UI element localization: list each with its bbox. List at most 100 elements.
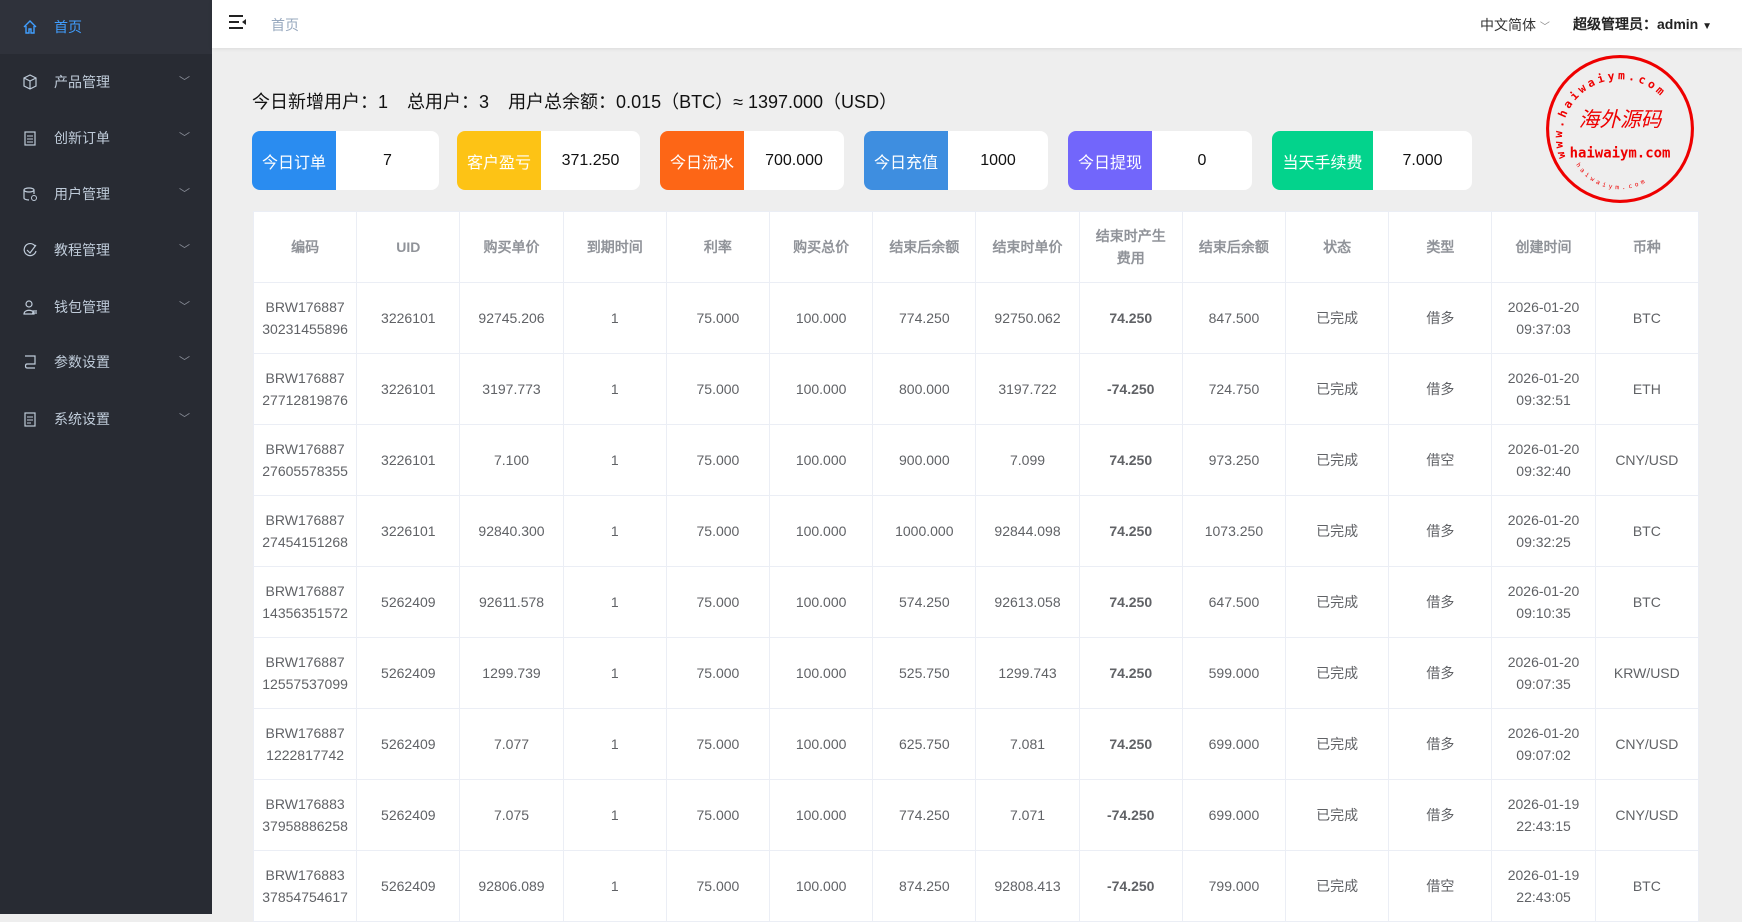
table-cell: 75.000 <box>665 779 771 851</box>
admin-user-menu[interactable]: 超级管理员：admin ▼ <box>1573 14 1712 34</box>
table-cell: 1 <box>562 282 667 354</box>
table-cell: 1 <box>562 708 667 780</box>
sidebar-item-0[interactable]: 首页 <box>0 0 212 54</box>
table-row: BRW1768871222817742 5262409 7.077 1 75.000 10… <box>252 708 1700 780</box>
table-cell: 100.000 <box>769 353 874 425</box>
table-cell: 5262409 <box>356 708 461 780</box>
table-cell: 已完成 <box>1285 282 1390 354</box>
table-cell: 借空 <box>1388 850 1493 922</box>
table-cell: CNY/USD <box>1594 708 1700 780</box>
stat-card-label: 今日提现 <box>1068 131 1152 190</box>
watermark-stamp: www.haiwaiym.com 海外源码 haiwaiym.com haiwa… <box>1546 55 1694 203</box>
table-cell: 3197.722 <box>975 353 1080 425</box>
column-header: 结束后余额 <box>1181 211 1287 283</box>
chevron-down-icon: ﹀ <box>1539 22 1550 33</box>
table-cell: 100.000 <box>769 495 874 567</box>
clipboard-icon <box>22 130 38 146</box>
svg-text:海外源码: 海外源码 <box>1579 107 1663 131</box>
table-header-row: 编码 UID 购买单价 到期时间 利率 购买总价 结束后余额 结束时单价 结束时产生费用 结束后余… <box>252 211 1700 283</box>
chevron-down-icon: ﹀ <box>179 244 190 256</box>
stat-card-value: 7 <box>383 151 392 169</box>
stat-card-value: 7.000 <box>1402 151 1443 169</box>
table-cell: 74.250 <box>1078 708 1183 780</box>
table-cell: 2026-01-20 09:10:35 <box>1491 566 1596 638</box>
table-cell: 借多 <box>1388 566 1493 638</box>
sidebar-item-5[interactable]: 钱包管理 ﹀ <box>0 280 212 334</box>
table-cell: 2026-01-20 09:37:03 <box>1491 282 1596 354</box>
table-cell: 699.000 <box>1181 779 1287 851</box>
sidebar-item-6[interactable]: 参数设置 ﹀ <box>0 335 212 389</box>
table-cell: 已完成 <box>1285 424 1390 496</box>
stat-card: 当天手续费 7.000 <box>1272 131 1472 190</box>
table-row: BRW17688337854754617 5262409 92806.089 1 75.… <box>252 850 1700 922</box>
table-cell: BTC <box>1594 566 1700 638</box>
table-cell: 75.000 <box>665 637 771 709</box>
hamburger-menu-icon[interactable] <box>229 14 247 30</box>
table-cell: 3226101 <box>356 424 461 496</box>
table-cell: 借多 <box>1388 637 1493 709</box>
table-cell: 74.250 <box>1078 495 1183 567</box>
table-cell: 1000.000 <box>872 495 977 567</box>
sidebar-item-label: 用户管理 <box>54 186 110 202</box>
sidebar: 首页 产品管理 ﹀ 创新订单 ﹀ 用户管理 ﹀ 教程管理 ﹀ 钱包管理 ﹀ 参数设置 ﹀ 系统设置 ﹀ <box>0 0 212 914</box>
table-cell: 75.000 <box>665 708 771 780</box>
column-header: 结束时单价 <box>975 211 1080 283</box>
table-cell: KRW/USD <box>1594 637 1700 709</box>
home-icon <box>22 19 38 35</box>
table-cell: 1 <box>562 353 667 425</box>
chevron-down-icon: ﹀ <box>179 188 190 200</box>
table-cell: 599.000 <box>1181 637 1287 709</box>
table-cell: 92806.089 <box>459 850 564 922</box>
table-cell: 92611.578 <box>459 566 564 638</box>
table-cell: 7.081 <box>975 708 1080 780</box>
table-cell: BRW17688337958886258 <box>252 779 358 851</box>
column-header: 状态 <box>1285 211 1390 283</box>
sidebar-item-3[interactable]: 用户管理 ﹀ <box>0 167 212 221</box>
stat-card-value: 700.000 <box>765 151 823 169</box>
table-cell: BRW17688712557537099 <box>252 637 358 709</box>
table-cell: 2026-01-20 09:32:40 <box>1491 424 1596 496</box>
monitor-icon <box>22 354 38 370</box>
table-cell: ETH <box>1594 353 1700 425</box>
table-cell: 5262409 <box>356 850 461 922</box>
table-cell: 7.100 <box>459 424 564 496</box>
chevron-down-icon: ﹀ <box>179 76 190 88</box>
table-cell: 100.000 <box>769 566 874 638</box>
table-cell: 借多 <box>1388 353 1493 425</box>
column-header: 到期时间 <box>562 211 667 283</box>
sidebar-item-2[interactable]: 创新订单 ﹀ <box>0 111 212 165</box>
stat-card-label: 今日充值 <box>864 131 948 190</box>
summary-stats: 今日新增用户：1 总用户：3 用户总余额：0.015（BTC）≈ 1397.00… <box>252 88 911 114</box>
breadcrumb[interactable]: 首页 <box>271 17 299 33</box>
table-cell: BRW17688727605578355 <box>252 424 358 496</box>
stat-card: 今日提现 0 <box>1068 131 1252 190</box>
table-cell: 74.250 <box>1078 566 1183 638</box>
total-balance-stat: 用户总余额：0.015（BTC）≈ 1397.000（USD） <box>508 92 898 112</box>
stat-card-value: 1000 <box>980 151 1016 169</box>
table-cell: 75.000 <box>665 282 771 354</box>
table-cell: 625.750 <box>872 708 977 780</box>
table-cell: 699.000 <box>1181 708 1287 780</box>
table-cell: 74.250 <box>1078 282 1183 354</box>
table-cell: BRW17688727454151268 <box>252 495 358 567</box>
table-cell: 借多 <box>1388 495 1493 567</box>
table-cell: 3197.773 <box>459 353 564 425</box>
table-cell: 1 <box>562 850 667 922</box>
table-cell: 已完成 <box>1285 850 1390 922</box>
column-header: 创建时间 <box>1491 211 1596 283</box>
table-cell: BRW17688337854754617 <box>252 850 358 922</box>
sidebar-item-4[interactable]: 教程管理 ﹀ <box>0 223 212 277</box>
language-selector[interactable]: 中文简体 ﹀ <box>1480 15 1550 35</box>
table-cell: 74.250 <box>1078 424 1183 496</box>
table-cell: 75.000 <box>665 353 771 425</box>
stat-card-value: 0 <box>1197 151 1207 169</box>
total-users-stat: 总用户：3 <box>407 92 490 112</box>
sidebar-item-1[interactable]: 产品管理 ﹀ <box>0 55 212 109</box>
table-cell: 92750.062 <box>975 282 1080 354</box>
table-cell: 2026-01-20 09:07:02 <box>1491 708 1596 780</box>
sidebar-item-7[interactable]: 系统设置 ﹀ <box>0 392 212 446</box>
table-cell: 100.000 <box>769 708 874 780</box>
table-cell: 已完成 <box>1285 708 1390 780</box>
table-cell: -74.250 <box>1078 850 1183 922</box>
svg-text:haiwaiym.com: haiwaiym.com <box>1574 162 1649 192</box>
